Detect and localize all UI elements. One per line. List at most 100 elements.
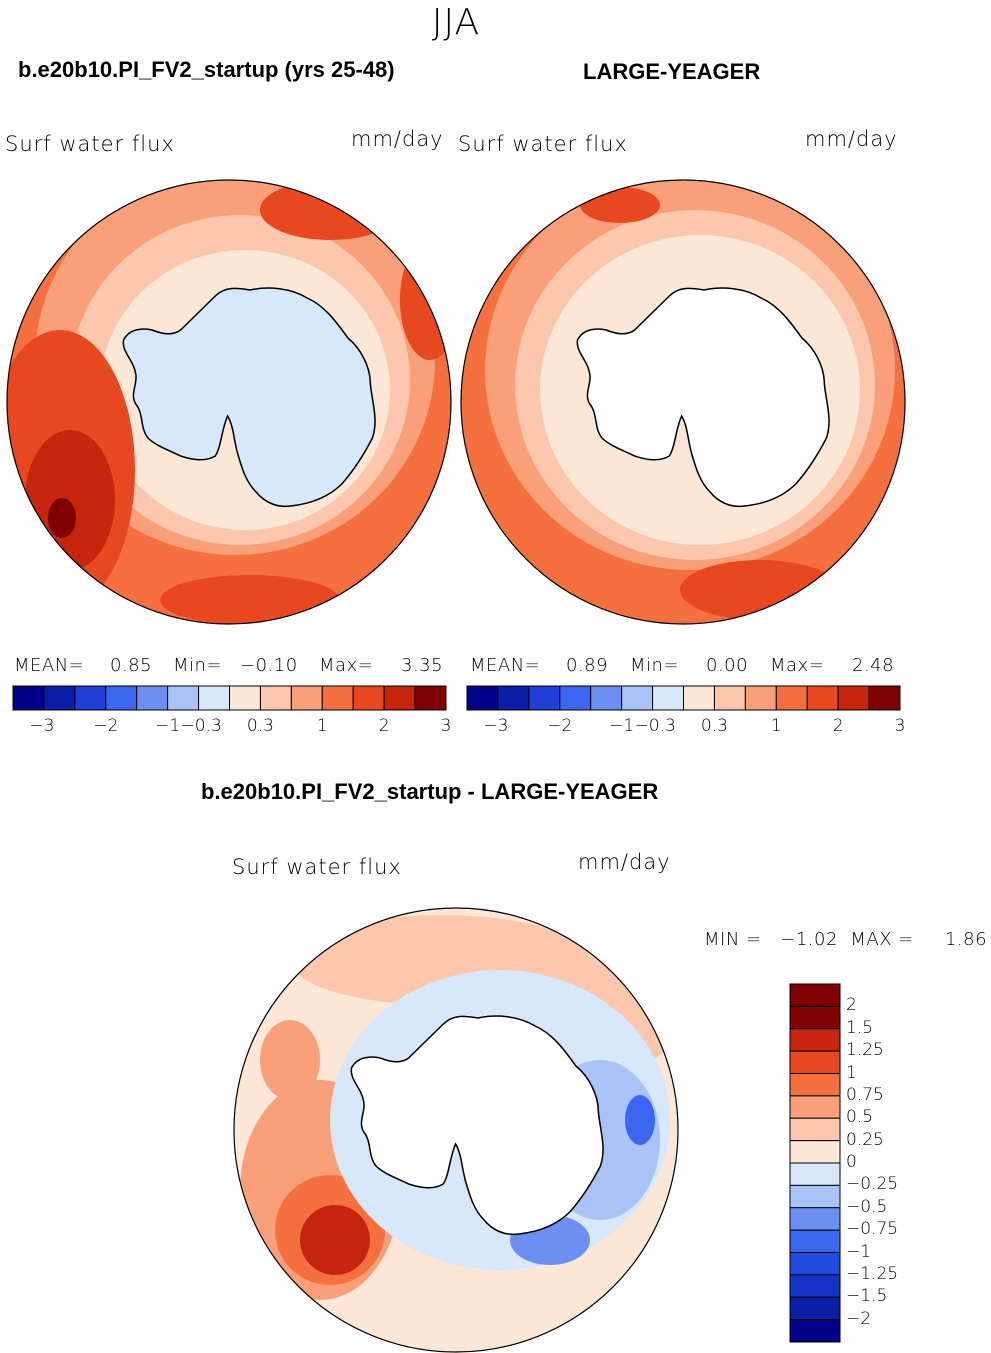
colorbar-tick-label: 3 — [440, 716, 452, 736]
colorbar-swatch — [198, 685, 231, 711]
panel1-max-label: Max= — [319, 655, 374, 676]
colorbar-swatch — [43, 685, 76, 711]
colorbar-swatch — [259, 685, 292, 711]
colorbar-swatch — [466, 685, 499, 711]
panel2-mean-value: 0.89 — [566, 655, 609, 676]
colorbar-swatch — [105, 685, 138, 711]
colorbar-tick-label: 0.3 — [700, 716, 728, 736]
colorbar-swatch — [683, 685, 715, 711]
colorbar-tick-label: −0.25 — [846, 1174, 899, 1195]
colorbar-swatch — [352, 685, 385, 711]
colorbar-swatch — [136, 685, 169, 711]
colorbar-tick-label: 1.25 — [846, 1040, 884, 1061]
colorbar-tick-label: −0.3 — [180, 716, 222, 736]
colorbar-swatch — [290, 685, 323, 711]
panel1-min-label: Min= — [173, 655, 223, 676]
colorbar-swatch — [229, 685, 261, 711]
colorbar-swatch — [789, 1050, 841, 1075]
colorbar-panel2 — [466, 685, 901, 711]
colorbar-swatch — [414, 685, 447, 711]
panel2-min-value: 0.00 — [706, 655, 749, 676]
colorbar-tick-label: 3 — [894, 716, 906, 736]
panel1-min-value: −0.10 — [240, 655, 298, 676]
colorbar-tick-label: 2 — [832, 716, 844, 736]
colorbar-tick-label: 0.75 — [846, 1084, 884, 1105]
panel1-units-label: mm/day — [351, 127, 444, 151]
colorbar-swatch — [497, 685, 530, 711]
colorbar-swatch — [789, 1117, 841, 1142]
colorbar-tick-label: −0.5 — [846, 1196, 888, 1217]
diff-units-label: mm/day — [578, 850, 671, 874]
colorbar-swatch — [528, 685, 561, 711]
colorbar-swatch — [789, 1005, 841, 1030]
colorbar-swatch — [806, 685, 839, 711]
colorbar-swatch — [789, 1184, 841, 1209]
colorbar-swatch — [789, 1252, 841, 1276]
colorbar-tick-label: 0.25 — [846, 1129, 884, 1150]
colorbar-swatch — [167, 685, 200, 711]
colorbar-tick-label: 2 — [378, 716, 390, 736]
colorbar-panel1-ticks: −3 −2 −1 −0.3 0.3 1 2 3 — [13, 716, 451, 738]
diff-panel-title: b.e20b10.PI_FV2_startup - LARGE-YEAGER — [201, 779, 659, 804]
colorbar-swatch — [789, 1296, 841, 1321]
panel2-variable-label: Surf water flux — [458, 132, 628, 156]
colorbar-swatch — [789, 1028, 841, 1052]
colorbar-swatch — [12, 685, 45, 711]
colorbar-swatch — [713, 685, 746, 711]
colorbar-swatch — [652, 685, 685, 711]
colorbar-tick-label: −3 — [29, 716, 55, 736]
panel1-mean-value: 0.85 — [110, 655, 153, 676]
colorbar-swatch — [789, 1207, 841, 1231]
colorbar-swatch — [383, 685, 416, 711]
panel1-title: b.e20b10.PI_FV2_startup (yrs 25-48) — [18, 57, 395, 82]
colorbar-swatch — [789, 1162, 841, 1186]
colorbar-swatch — [789, 1140, 841, 1164]
colorbar-tick-label: −1 — [846, 1241, 872, 1262]
colorbar-swatch — [74, 685, 107, 711]
panel1-mean-label: MEAN= — [14, 655, 85, 676]
diff-variable-label: Surf water flux — [232, 855, 402, 879]
colorbar-swatch — [789, 1319, 841, 1343]
colorbar-swatch — [590, 685, 623, 711]
colorbar-swatch — [789, 983, 841, 1007]
panel1-max-value: 3.35 — [401, 655, 444, 676]
colorbar-tick-label: −2 — [93, 716, 119, 736]
colorbar-swatch — [868, 685, 901, 711]
colorbar-panel2-ticks: −3 −2 −1 −0.3 0.3 1 2 3 — [467, 716, 905, 738]
colorbar-tick-label: 1 — [316, 716, 328, 736]
colorbar-tick-label: −1 — [609, 716, 635, 736]
colorbar-tick-label: 0.5 — [846, 1107, 874, 1128]
colorbar-swatch — [789, 1095, 841, 1119]
colorbar-tick-label: 2 — [846, 995, 857, 1016]
colorbar-tick-label: −3 — [483, 716, 509, 736]
colorbar-tick-label: 1 — [770, 716, 782, 736]
colorbar-tick-label: −1 — [155, 716, 181, 736]
colorbar-tick-label: −2 — [846, 1308, 872, 1329]
colorbar-tick-label: −0.3 — [634, 716, 676, 736]
colorbar-swatch — [621, 685, 654, 711]
colorbar-diff-ticks: 2 1.5 1.25 1 0.75 0.5 0.25 0 −0.25 −0.5 −0.75 −1 −1.… — [846, 984, 926, 1342]
colorbar-swatch — [744, 685, 777, 711]
colorbar-swatch — [789, 1229, 841, 1254]
season-title: JJA — [431, 2, 481, 43]
colorbar-tick-label: −0.75 — [846, 1219, 899, 1240]
colorbar-tick-label: −2 — [547, 716, 573, 736]
colorbar-swatch — [789, 1274, 841, 1298]
panel2-min-label: Min= — [630, 655, 680, 676]
colorbar-panel1 — [12, 685, 447, 711]
panel2-units-label: mm/day — [805, 127, 898, 151]
colorbar-tick-label: 0.3 — [246, 716, 274, 736]
colorbar-tick-label: 0 — [846, 1152, 857, 1172]
colorbar-swatch — [321, 685, 354, 711]
colorbar-swatch — [837, 685, 870, 711]
colorbar-swatch — [789, 1073, 841, 1097]
colorbar-diff — [789, 983, 841, 1343]
colorbar-swatch — [775, 685, 808, 711]
panel1-variable-label: Surf water flux — [5, 132, 175, 156]
colorbar-tick-label: 1.5 — [846, 1017, 874, 1038]
panel2-max-label: Max= — [770, 655, 825, 676]
diff-minmax: MIN = −1.02 MAX = 1.86 — [704, 929, 988, 950]
panel2-mean-label: MEAN= — [470, 655, 541, 676]
colorbar-tick-label: −1.25 — [846, 1263, 899, 1284]
